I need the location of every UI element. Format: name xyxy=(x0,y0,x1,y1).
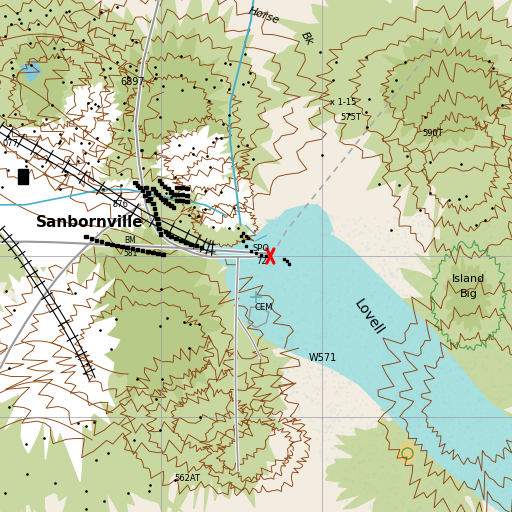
Polygon shape xyxy=(155,217,159,220)
Polygon shape xyxy=(164,230,167,233)
Polygon shape xyxy=(172,193,176,196)
Polygon shape xyxy=(156,193,160,196)
Polygon shape xyxy=(133,181,137,184)
Polygon shape xyxy=(141,189,144,192)
Text: Big: Big xyxy=(460,289,477,300)
Polygon shape xyxy=(62,82,122,141)
Polygon shape xyxy=(100,240,103,243)
Polygon shape xyxy=(197,172,254,231)
Text: Horse: Horse xyxy=(247,5,281,26)
Text: x 1-15: x 1-15 xyxy=(330,98,356,107)
Polygon shape xyxy=(151,187,155,190)
Polygon shape xyxy=(138,284,292,512)
Polygon shape xyxy=(153,207,156,210)
Polygon shape xyxy=(0,128,102,266)
Text: Lovell: Lovell xyxy=(351,297,386,338)
Polygon shape xyxy=(161,198,165,201)
Polygon shape xyxy=(169,235,173,238)
Polygon shape xyxy=(40,89,229,273)
Polygon shape xyxy=(161,253,165,256)
Polygon shape xyxy=(131,247,134,250)
Polygon shape xyxy=(156,222,160,225)
Polygon shape xyxy=(445,257,492,332)
Polygon shape xyxy=(0,0,164,282)
Text: W571: W571 xyxy=(308,353,337,364)
Polygon shape xyxy=(160,182,163,185)
Polygon shape xyxy=(396,202,512,401)
Text: 72: 72 xyxy=(256,257,266,266)
Polygon shape xyxy=(75,179,148,235)
Polygon shape xyxy=(157,227,161,230)
Polygon shape xyxy=(84,235,88,238)
Polygon shape xyxy=(166,202,170,205)
Polygon shape xyxy=(175,186,179,189)
Polygon shape xyxy=(263,0,512,143)
Polygon shape xyxy=(143,194,147,197)
Polygon shape xyxy=(172,206,175,209)
Polygon shape xyxy=(185,187,189,190)
Polygon shape xyxy=(110,24,229,178)
Polygon shape xyxy=(146,199,150,202)
Polygon shape xyxy=(166,232,170,236)
Polygon shape xyxy=(20,61,41,82)
Text: CEM: CEM xyxy=(254,303,273,312)
Polygon shape xyxy=(138,186,142,189)
Polygon shape xyxy=(377,269,512,512)
Polygon shape xyxy=(169,204,173,207)
Text: 077: 077 xyxy=(2,139,18,148)
Polygon shape xyxy=(151,202,155,205)
Polygon shape xyxy=(430,226,512,366)
Polygon shape xyxy=(397,441,416,464)
Text: 575T: 575T xyxy=(340,113,361,122)
Polygon shape xyxy=(141,249,144,252)
Polygon shape xyxy=(166,187,170,190)
Polygon shape xyxy=(0,144,103,299)
Polygon shape xyxy=(325,408,509,512)
Polygon shape xyxy=(159,232,162,236)
Polygon shape xyxy=(169,190,173,194)
Polygon shape xyxy=(129,181,262,278)
Polygon shape xyxy=(146,250,150,253)
Polygon shape xyxy=(185,200,189,203)
Polygon shape xyxy=(146,191,150,195)
Polygon shape xyxy=(180,199,184,202)
Polygon shape xyxy=(184,241,188,244)
Polygon shape xyxy=(120,245,124,248)
Polygon shape xyxy=(266,205,333,236)
Polygon shape xyxy=(163,185,166,188)
Text: SPO: SPO xyxy=(252,244,270,253)
Text: 562AT: 562AT xyxy=(174,474,200,483)
Polygon shape xyxy=(148,197,152,200)
Polygon shape xyxy=(35,112,115,194)
Polygon shape xyxy=(185,194,189,197)
Polygon shape xyxy=(0,345,186,512)
Polygon shape xyxy=(105,242,109,245)
Polygon shape xyxy=(195,244,198,247)
Polygon shape xyxy=(95,239,98,242)
Text: 576: 576 xyxy=(112,200,129,209)
Polygon shape xyxy=(174,237,178,240)
Text: Sanbornville: Sanbornville xyxy=(36,215,143,230)
Polygon shape xyxy=(180,186,184,189)
Polygon shape xyxy=(179,239,183,242)
Polygon shape xyxy=(58,0,290,265)
Polygon shape xyxy=(151,251,155,254)
Polygon shape xyxy=(18,169,28,184)
Polygon shape xyxy=(175,199,179,202)
Text: 590T: 590T xyxy=(422,129,443,138)
Polygon shape xyxy=(159,196,162,199)
Polygon shape xyxy=(80,220,225,404)
Polygon shape xyxy=(175,193,179,196)
Polygon shape xyxy=(90,237,93,240)
Text: BM: BM xyxy=(125,236,136,245)
Polygon shape xyxy=(154,212,157,215)
Polygon shape xyxy=(380,22,512,146)
Polygon shape xyxy=(136,248,139,251)
Polygon shape xyxy=(151,126,239,199)
Polygon shape xyxy=(180,193,184,196)
Polygon shape xyxy=(0,236,120,482)
Polygon shape xyxy=(200,246,203,249)
Polygon shape xyxy=(156,252,160,255)
Polygon shape xyxy=(350,0,512,238)
